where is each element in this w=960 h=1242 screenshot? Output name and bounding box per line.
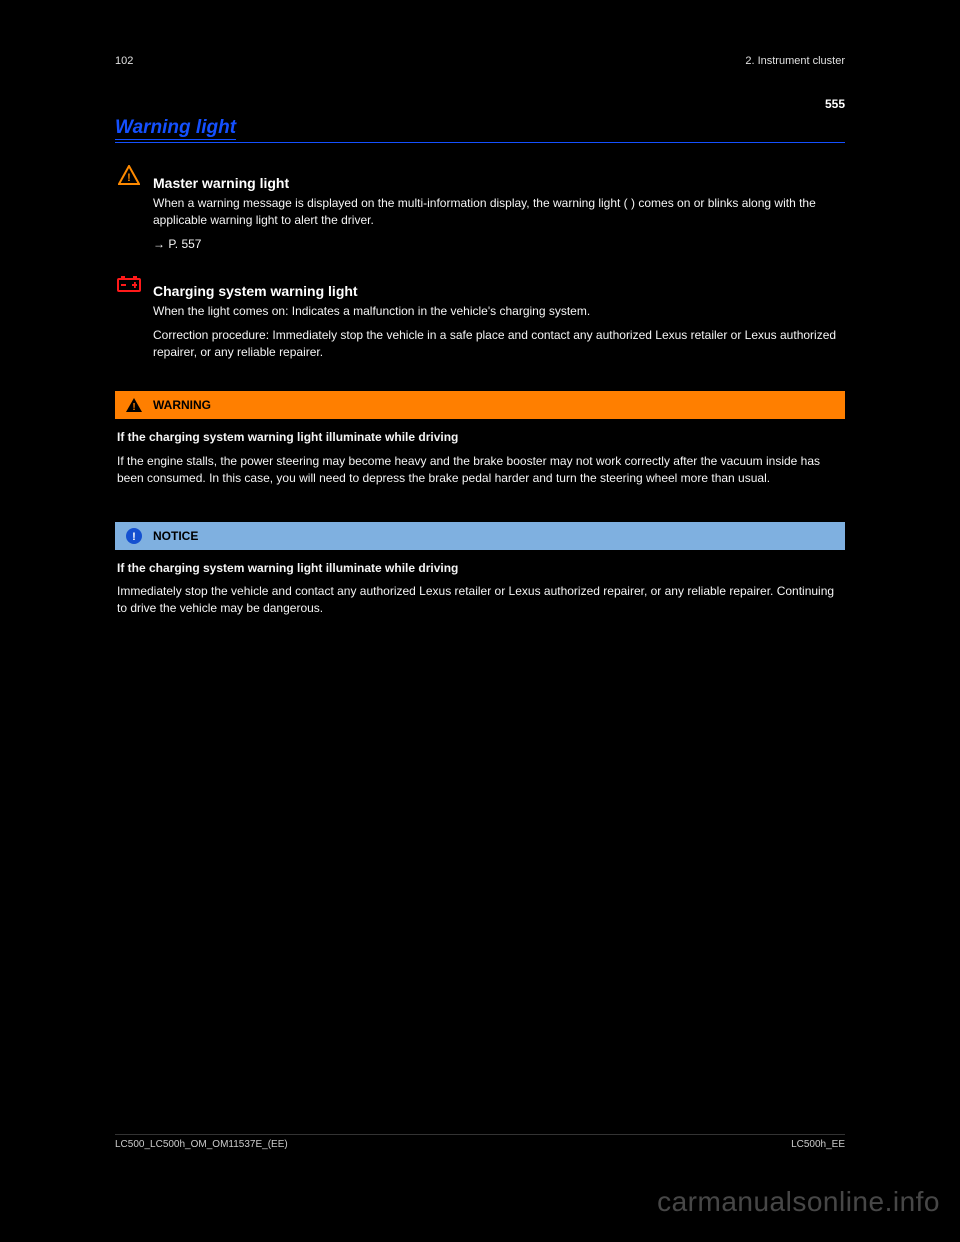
notice-callout: ! NOTICE If the charging system warning … — [115, 522, 845, 628]
notice-body: If the charging system warning light ill… — [115, 550, 845, 628]
charging-warning-intro: When the light comes on: Indicates a mal… — [153, 303, 845, 320]
warning-body: If the charging system warning light ill… — [115, 419, 845, 497]
battery-icon — [115, 269, 143, 297]
warning-body-title: If the charging system warning light ill… — [117, 430, 458, 444]
section-heading-row: Warning light — [115, 117, 845, 143]
watermark: carmanualsonline.info — [657, 1186, 940, 1218]
notice-body-title: If the charging system warning light ill… — [117, 561, 458, 575]
notice-label: NOTICE — [153, 529, 198, 543]
breadcrumb: 2. Instrument cluster — [745, 55, 845, 67]
page-header: 102 2. Instrument cluster — [115, 55, 845, 67]
manual-page: 102 2. Instrument cluster 555 Warning li… — [115, 55, 845, 1150]
master-warning-action: → P. 557 — [153, 236, 845, 253]
master-warning-block: ! Master warning light When a warning me… — [115, 161, 845, 259]
master-warning-title: Master warning light — [153, 175, 845, 191]
svg-text:!: ! — [132, 531, 136, 543]
notice-body-text: Immediately stop the vehicle and contact… — [117, 583, 843, 618]
charging-warning-block: Charging system warning light When the l… — [115, 269, 845, 367]
charging-warning-title: Charging system warning light — [153, 283, 845, 299]
footer-left: LC500_LC500h_OM_OM11537E_(EE) — [115, 1139, 288, 1150]
notice-bar: ! NOTICE — [115, 522, 845, 550]
warning-bar: ! WARNING — [115, 391, 845, 419]
charging-warning-action: Correction procedure: Immediately stop t… — [153, 327, 845, 362]
page-number: 102 — [115, 55, 133, 67]
warning-body-text: If the engine stalls, the power steering… — [117, 453, 843, 488]
master-warning-intro: When a warning message is displayed on t… — [153, 195, 845, 230]
warning-label: WARNING — [153, 398, 211, 412]
page-footer: LC500_LC500h_OM_OM11537E_(EE) LC500h_EE — [115, 1134, 845, 1150]
section-title: Warning light — [115, 117, 236, 140]
svg-text:!: ! — [132, 402, 135, 413]
master-warning-text: Master warning light When a warning mess… — [153, 161, 845, 259]
svg-text:!: ! — [127, 172, 131, 184]
header-section-number: 555 — [115, 97, 845, 111]
charging-warning-text: Charging system warning light When the l… — [153, 269, 845, 367]
footer-right: LC500h_EE — [791, 1139, 845, 1150]
warning-callout: ! WARNING If the charging system warning… — [115, 391, 845, 497]
warning-triangle-icon: ! — [125, 397, 143, 413]
master-warning-icon: ! — [115, 161, 143, 189]
notice-circle-icon: ! — [125, 527, 143, 545]
